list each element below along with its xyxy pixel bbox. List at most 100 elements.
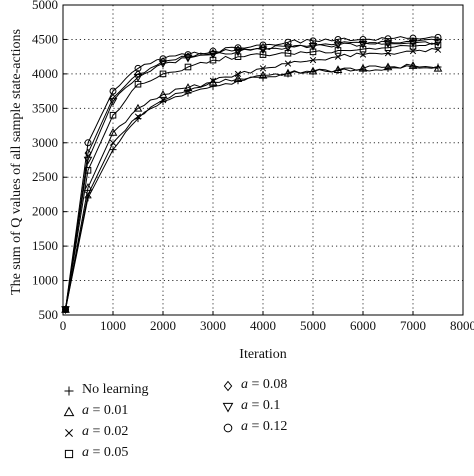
data-point [83, 156, 93, 165]
data-point [158, 90, 168, 98]
data-point [233, 48, 243, 57]
series-line [65, 38, 439, 310]
legend-marker-icon [64, 386, 74, 396]
data-point [108, 127, 118, 136]
data-point [383, 40, 393, 49]
data-point [184, 63, 192, 71]
x-axis-title: Iteration [239, 347, 286, 362]
y-tick-label: 1000 [32, 273, 58, 288]
data-point [134, 64, 142, 72]
data-point [283, 68, 293, 77]
data-point [358, 63, 368, 72]
series-4 [62, 36, 442, 314]
data-point [358, 40, 368, 49]
data-point [109, 139, 117, 146]
legend-marker [222, 402, 234, 413]
legend-label: a = 0.12 [241, 419, 288, 434]
data-point [133, 74, 143, 82]
data-point [83, 183, 93, 191]
data-point [134, 113, 142, 120]
data-point [84, 148, 92, 158]
series-line [65, 36, 439, 310]
series-layer [61, 33, 443, 315]
data-point [208, 51, 218, 60]
data-point [84, 191, 92, 198]
plot-frame [62, 4, 464, 316]
data-point [334, 53, 342, 60]
data-point [258, 46, 268, 55]
series-line [65, 42, 439, 310]
data-point [234, 44, 242, 52]
data-point [158, 60, 168, 69]
y-tick-label: 4500 [32, 31, 58, 46]
data-point [409, 43, 417, 50]
data-point [384, 50, 392, 57]
data-point [359, 51, 367, 58]
data-point [133, 103, 143, 112]
data-point [234, 70, 242, 78]
data-point [259, 65, 267, 72]
data-point [183, 54, 193, 63]
data-point [309, 37, 317, 45]
x-tick-label: 5000 [300, 318, 326, 333]
series-line [65, 63, 439, 310]
series-2 [62, 46, 442, 313]
data-point [109, 111, 117, 119]
legend-marker-icon [223, 423, 233, 433]
series-5 [61, 38, 443, 315]
y-tick-label: 2500 [32, 169, 58, 184]
legend-label: No learning [82, 382, 149, 397]
legend-label: a = 0.02 [82, 424, 129, 439]
data-point [434, 41, 442, 49]
data-point [308, 66, 318, 75]
x-tick-label: 6000 [350, 318, 376, 333]
data-point [333, 65, 343, 74]
data-point [259, 41, 267, 49]
series-line [65, 47, 439, 310]
y-tick-label: 3500 [32, 100, 58, 115]
data-point [433, 63, 443, 72]
data-point [309, 56, 317, 64]
data-point [233, 74, 243, 83]
x-tick-label: 2000 [150, 318, 176, 333]
series-line [65, 65, 439, 310]
x-tick-label: 0 [60, 318, 67, 333]
x-tick-label: 7000 [400, 318, 426, 333]
x-tick-label: 1000 [100, 318, 126, 333]
x-tick-label: 8000 [450, 318, 474, 333]
series-3 [62, 41, 442, 313]
data-point [284, 60, 292, 67]
data-point [109, 87, 117, 95]
legend-marker [65, 429, 73, 437]
y-axis-title: The sum of Q values of all sample state-… [9, 29, 24, 295]
data-point [84, 139, 92, 147]
series-1 [61, 61, 443, 313]
y-tick-label: 1500 [32, 238, 58, 253]
data-point [359, 35, 367, 43]
data-point [383, 62, 393, 71]
legend-marker [64, 449, 74, 459]
data-point [209, 77, 217, 84]
tick-labels: 0 1000 2000 3000 4000 5000 6000 7000 8000 500 1000… [32, 0, 474, 333]
x-tick-label: 4000 [250, 318, 276, 333]
data-point [434, 33, 442, 41]
x-tick-label: 3000 [200, 318, 226, 333]
legend-marker [223, 423, 233, 433]
data-point [408, 39, 418, 48]
y-tick-label: 3000 [32, 135, 58, 150]
series-line [65, 41, 439, 310]
legend-marker-icon [223, 380, 233, 392]
series-6 [62, 33, 442, 313]
data-point [334, 35, 342, 43]
legend-marker-icon [64, 449, 74, 459]
data-point [209, 47, 217, 55]
data-point [384, 35, 392, 43]
y-tick-label: 5000 [32, 0, 58, 12]
data-point [433, 38, 443, 47]
series-0 [62, 63, 442, 313]
y-tick-label: 2000 [32, 204, 58, 219]
legend-label: a = 0.01 [82, 403, 129, 418]
data-point [408, 61, 418, 69]
legend-label: a = 0.1 [241, 398, 281, 413]
